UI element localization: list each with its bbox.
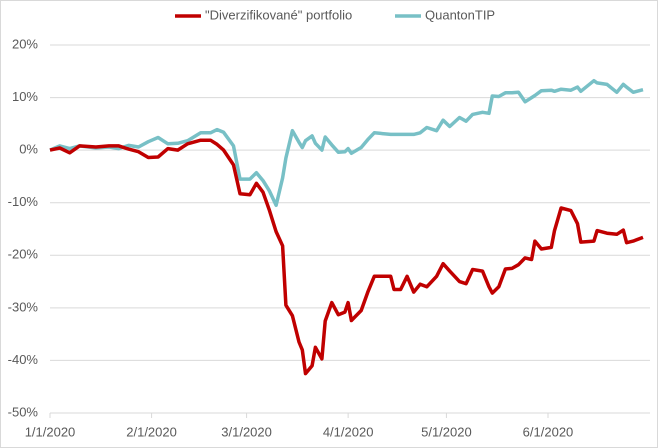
y-tick-label: -50% <box>8 404 39 419</box>
y-tick-label: 20% <box>12 36 38 51</box>
x-tick-label: 4/1/2020 <box>323 424 374 439</box>
x-tick-label: 3/1/2020 <box>221 424 272 439</box>
legend-label: "Diverzifikované" portfolio <box>205 7 352 22</box>
y-tick-label: -10% <box>8 194 39 209</box>
series-line <box>49 138 644 376</box>
y-tick-label: 0% <box>19 142 38 157</box>
legend-label: QuantonTIP <box>425 7 495 22</box>
y-tick-label: -20% <box>8 247 39 262</box>
y-tick-label: -30% <box>8 299 39 314</box>
x-tick-label: 2/1/2020 <box>126 424 177 439</box>
x-tick-label: 1/1/2020 <box>25 424 76 439</box>
x-tick-label: 6/1/2020 <box>523 424 574 439</box>
series-line <box>49 78 644 208</box>
x-tick-label: 5/1/2020 <box>421 424 472 439</box>
y-tick-label: -40% <box>8 352 39 367</box>
y-tick-label: 10% <box>12 89 38 104</box>
